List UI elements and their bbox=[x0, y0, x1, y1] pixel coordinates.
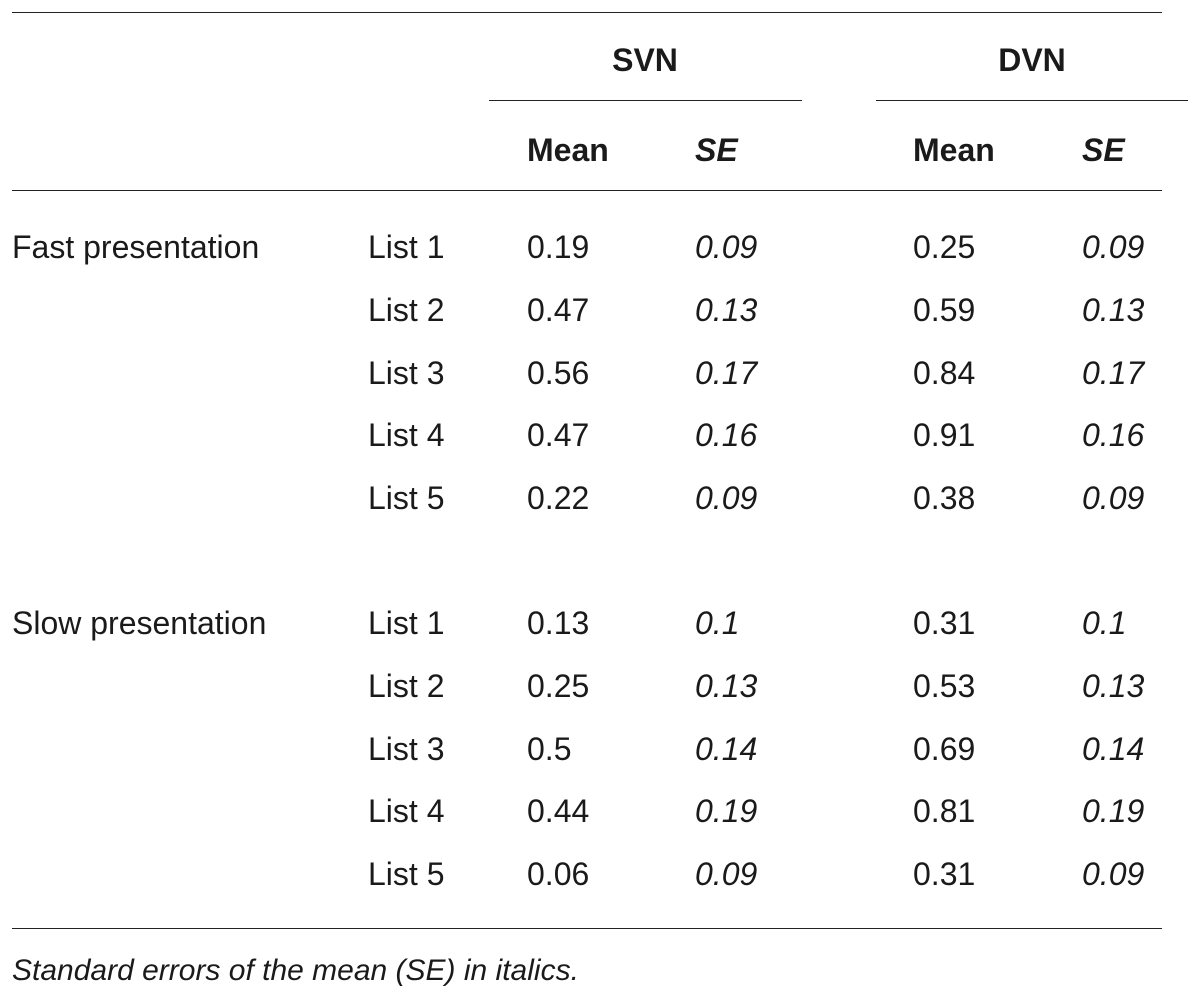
svn-group-header: SVN bbox=[612, 42, 678, 78]
bottom-rule bbox=[12, 928, 1162, 929]
list-label: List 3 bbox=[368, 731, 445, 767]
dvn-se-value: 0.09 bbox=[1082, 480, 1145, 516]
dvn-group-rule bbox=[876, 100, 1188, 101]
dvn-se-value: 0.09 bbox=[1082, 229, 1145, 265]
header-rule bbox=[12, 190, 1162, 191]
dvn-mean-value: 0.53 bbox=[913, 668, 976, 704]
section-label-fast: Fast presentation bbox=[12, 229, 260, 265]
svn-se-value: 0.17 bbox=[695, 355, 758, 391]
dvn-mean-value: 0.84 bbox=[913, 355, 976, 391]
svn-se-header: SE bbox=[695, 132, 738, 168]
svn-mean-value: 0.13 bbox=[527, 605, 590, 641]
dvn-se-value: 0.13 bbox=[1082, 292, 1145, 328]
list-label: List 5 bbox=[368, 856, 445, 892]
section-label-slow: Slow presentation bbox=[12, 605, 267, 641]
dvn-se-value: 0.13 bbox=[1082, 668, 1145, 704]
svn-se-value: 0.16 bbox=[695, 417, 758, 453]
dvn-mean-header: Mean bbox=[913, 132, 995, 168]
svn-mean-value: 0.56 bbox=[527, 355, 590, 391]
dvn-se-value: 0.14 bbox=[1082, 731, 1145, 767]
svn-se-value: 0.14 bbox=[695, 731, 758, 767]
svn-mean-value: 0.47 bbox=[527, 292, 590, 328]
dvn-se-value: 0.09 bbox=[1082, 856, 1145, 892]
svn-se-value: 0.13 bbox=[695, 668, 758, 704]
dvn-mean-value: 0.81 bbox=[913, 793, 976, 829]
svn-mean-header: Mean bbox=[527, 132, 609, 168]
dvn-se-value: 0.17 bbox=[1082, 355, 1145, 391]
dvn-mean-value: 0.31 bbox=[913, 856, 976, 892]
list-label: List 1 bbox=[368, 229, 445, 265]
svn-se-value: 0.09 bbox=[695, 229, 758, 265]
top-rule bbox=[12, 12, 1162, 13]
dvn-mean-value: 0.69 bbox=[913, 731, 976, 767]
svn-mean-value: 0.47 bbox=[527, 417, 590, 453]
dvn-se-header: SE bbox=[1082, 132, 1125, 168]
svn-mean-value: 0.5 bbox=[527, 731, 572, 767]
dvn-mean-value: 0.38 bbox=[913, 480, 976, 516]
svn-se-value: 0.13 bbox=[695, 292, 758, 328]
svn-mean-value: 0.22 bbox=[527, 480, 590, 516]
dvn-mean-value: 0.25 bbox=[913, 229, 976, 265]
dvn-mean-value: 0.91 bbox=[913, 417, 976, 453]
list-label: List 4 bbox=[368, 417, 445, 453]
table-footnote: Standard errors of the mean (SE) in ital… bbox=[12, 954, 579, 987]
list-label: List 4 bbox=[368, 793, 445, 829]
dvn-se-value: 0.1 bbox=[1082, 605, 1127, 641]
list-label: List 1 bbox=[368, 605, 445, 641]
svn-mean-value: 0.19 bbox=[527, 229, 590, 265]
dvn-mean-value: 0.59 bbox=[913, 292, 976, 328]
list-label: List 5 bbox=[368, 480, 445, 516]
svn-se-value: 0.09 bbox=[695, 480, 758, 516]
svn-mean-value: 0.06 bbox=[527, 856, 590, 892]
dvn-se-value: 0.19 bbox=[1082, 793, 1145, 829]
dvn-se-value: 0.16 bbox=[1082, 417, 1145, 453]
svn-mean-value: 0.44 bbox=[527, 793, 590, 829]
list-label: List 2 bbox=[368, 668, 445, 704]
list-label: List 2 bbox=[368, 292, 445, 328]
svn-group-rule bbox=[489, 100, 802, 101]
svn-se-value: 0.09 bbox=[695, 856, 758, 892]
dvn-mean-value: 0.31 bbox=[913, 605, 976, 641]
svn-se-value: 0.19 bbox=[695, 793, 758, 829]
svn-se-value: 0.1 bbox=[695, 605, 740, 641]
list-label: List 3 bbox=[368, 355, 445, 391]
svn-mean-value: 0.25 bbox=[527, 668, 590, 704]
dvn-group-header: DVN bbox=[998, 42, 1066, 78]
